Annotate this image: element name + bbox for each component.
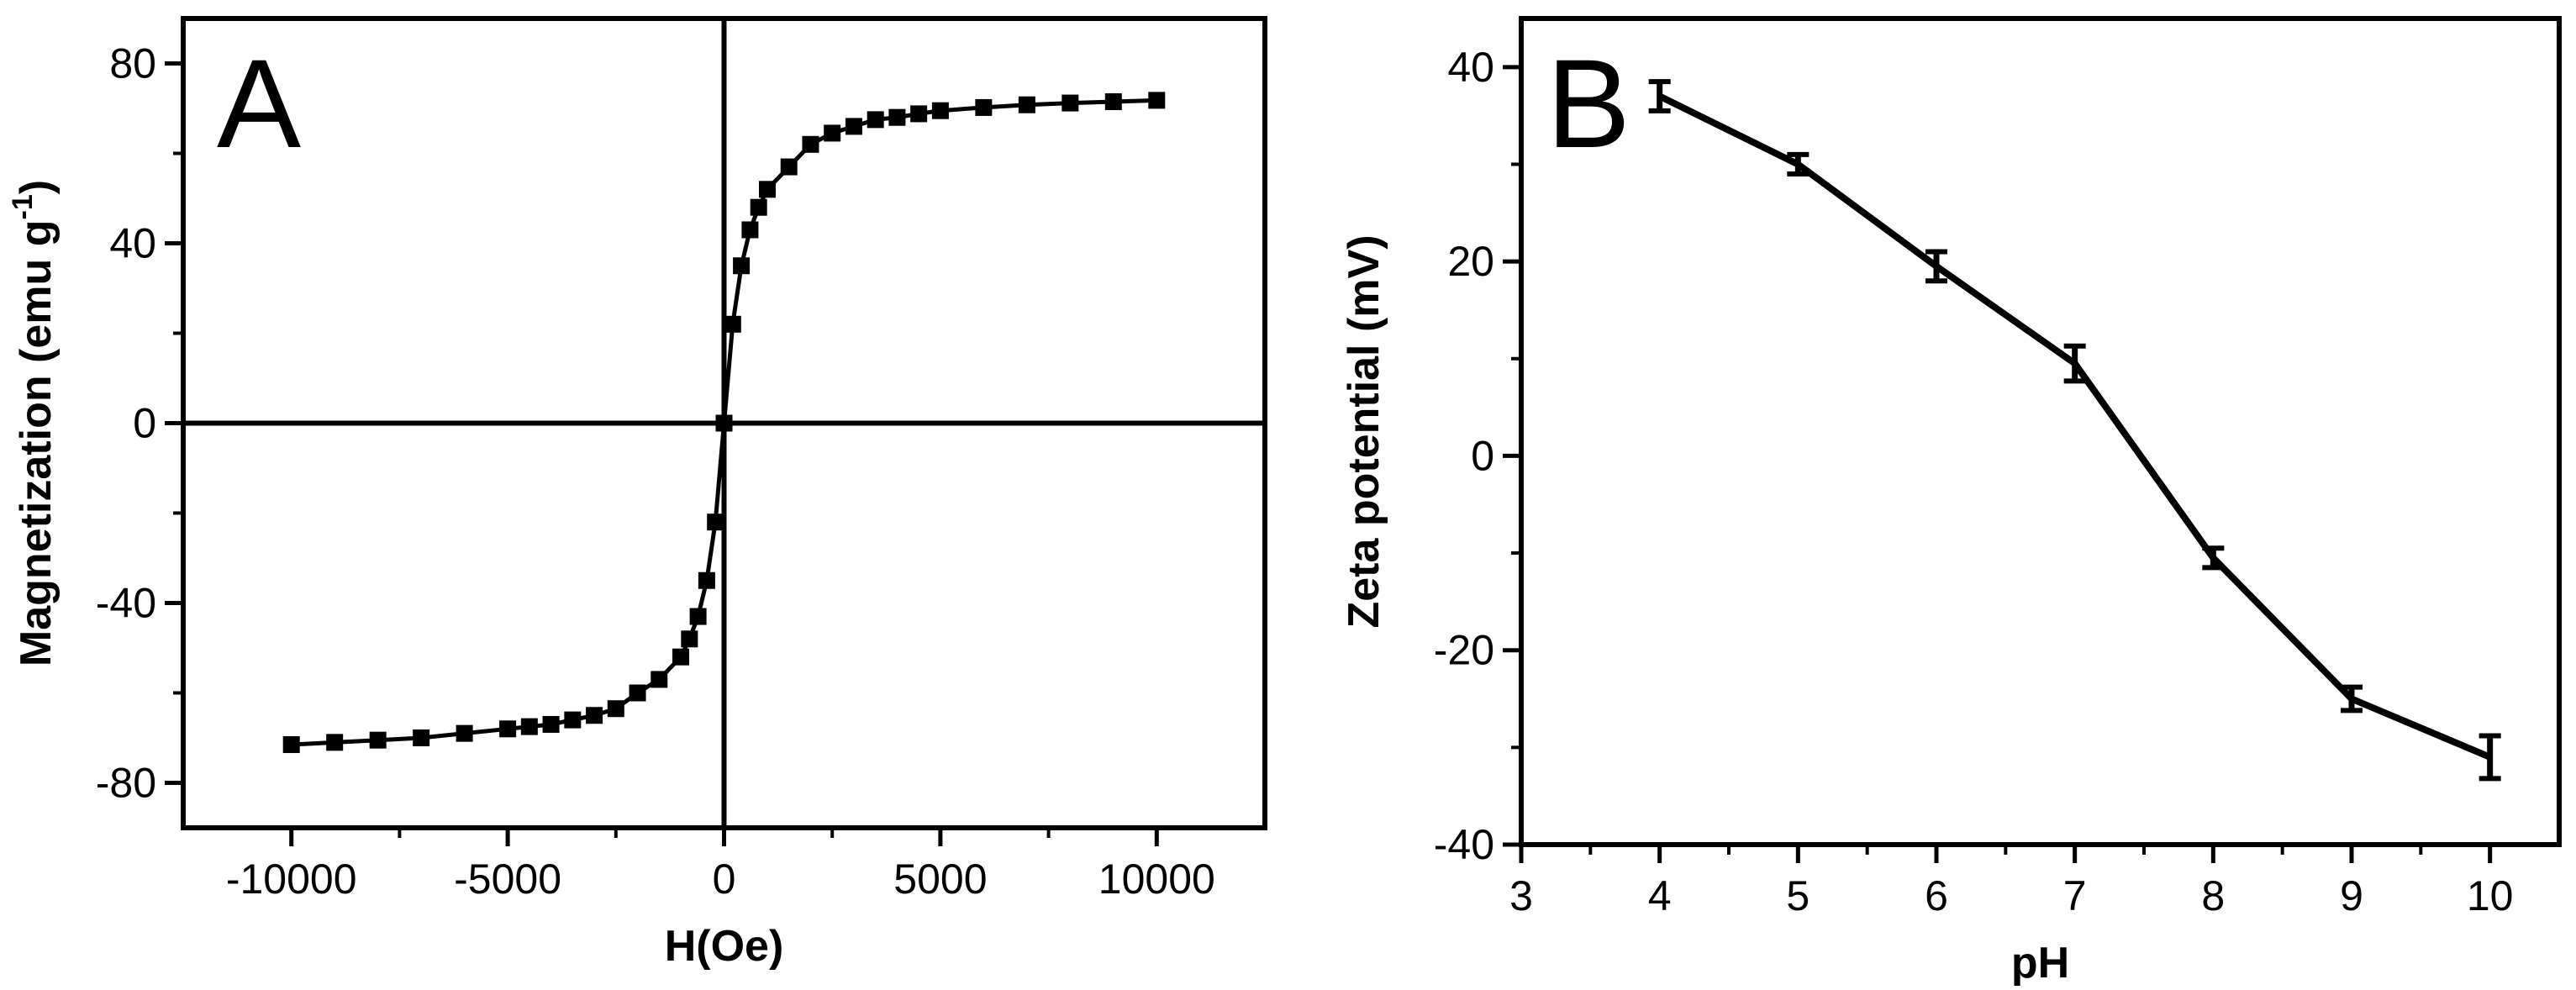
data-point-marker xyxy=(564,711,582,729)
data-point-marker xyxy=(733,257,751,275)
data-point-marker xyxy=(369,731,387,749)
data-point-marker xyxy=(802,135,819,153)
y-axis-title-superscript: -1 xyxy=(7,194,39,219)
y-tick-label: -80 xyxy=(96,760,156,807)
data-point-marker xyxy=(698,571,715,589)
x-axis-title: pH xyxy=(2011,939,2069,986)
y-tick-label: -20 xyxy=(1434,627,1494,674)
data-point-marker xyxy=(413,729,430,746)
x-axis-title: H(Oe) xyxy=(665,922,784,971)
x-tick-label: 9 xyxy=(2340,872,2363,919)
data-point-marker xyxy=(1061,94,1079,112)
data-point-marker xyxy=(931,102,949,119)
panel-label: A xyxy=(217,33,301,174)
x-tick-label: 8 xyxy=(2201,872,2225,919)
data-point-marker xyxy=(1018,96,1035,113)
data-point-marker xyxy=(629,684,646,702)
y-axis-title: Zeta potential (mV) xyxy=(1340,234,1388,628)
y-tick-label: 40 xyxy=(1447,44,1494,91)
y-tick-label: 40 xyxy=(109,220,156,267)
data-point-marker xyxy=(607,700,624,718)
y-axis-title: Magnetization (emu g-1) xyxy=(7,180,61,666)
data-point-marker xyxy=(724,315,741,333)
panel-label: B xyxy=(1546,33,1630,174)
data-point-marker xyxy=(542,715,560,733)
x-tick-label: -10000 xyxy=(226,856,357,903)
data-point-marker xyxy=(780,158,798,176)
y-tick-label: -40 xyxy=(1434,821,1494,868)
data-point-marker xyxy=(845,118,862,135)
y-tick-label: 20 xyxy=(1447,238,1494,285)
data-point-marker xyxy=(672,648,690,666)
y-tick-label: 80 xyxy=(109,40,156,87)
data-point-marker xyxy=(707,513,724,531)
data-point-marker xyxy=(520,718,538,735)
data-point-marker xyxy=(715,414,733,432)
data-point-marker xyxy=(910,105,928,123)
x-tick-label: 5000 xyxy=(893,856,987,903)
y-axis-title-main: Zeta potential (mV) xyxy=(1340,234,1388,628)
x-tick-label: 3 xyxy=(1509,872,1533,919)
y-tick-label: 0 xyxy=(133,400,156,447)
chart-panel-b: 3 4 5 6 7 8 9 10 -40 -20 0 20 40 pH Zeta potential (mV… xyxy=(1340,16,2562,987)
data-point-marker xyxy=(1148,92,1166,109)
data-point-marker xyxy=(326,734,344,751)
x-tick-label: 0 xyxy=(713,856,736,903)
data-point-marker xyxy=(888,108,906,126)
x-tick-label: 5 xyxy=(1786,872,1810,919)
y-axis-title-close: ) xyxy=(12,180,61,194)
y-tick-label: 0 xyxy=(1471,432,1494,479)
data-point-marker xyxy=(1104,92,1122,110)
data-point-marker xyxy=(975,98,993,116)
y-axis-title-main: Magnetization (emu g xyxy=(12,220,61,667)
y-tick-label: -40 xyxy=(96,580,156,627)
data-point-marker xyxy=(867,111,884,129)
x-tick-label: 7 xyxy=(2063,872,2087,919)
plot-frame xyxy=(1519,16,2562,847)
x-tick-label: -5000 xyxy=(454,856,561,903)
data-point-marker xyxy=(282,736,300,754)
data-point-marker xyxy=(750,198,767,216)
data-point-marker xyxy=(499,720,517,738)
data-point-marker xyxy=(456,724,473,742)
data-point-marker xyxy=(741,221,759,239)
data-point-marker xyxy=(758,181,776,198)
x-tick-label: 4 xyxy=(1648,872,1672,919)
chart-panel-a: -10000 -5000 0 5000 10000 -80 -40 0 40 80 H(Oe) Mag… xyxy=(7,16,1267,971)
data-point-marker xyxy=(651,671,668,688)
data-point-marker xyxy=(689,608,707,625)
x-tick-label: 6 xyxy=(1925,872,1948,919)
x-tick-label: 10 xyxy=(2467,872,2514,919)
data-point-marker xyxy=(681,630,698,648)
data-point-marker xyxy=(824,124,841,142)
data-point-marker xyxy=(586,707,603,724)
x-tick-label: 10000 xyxy=(1098,856,1215,903)
